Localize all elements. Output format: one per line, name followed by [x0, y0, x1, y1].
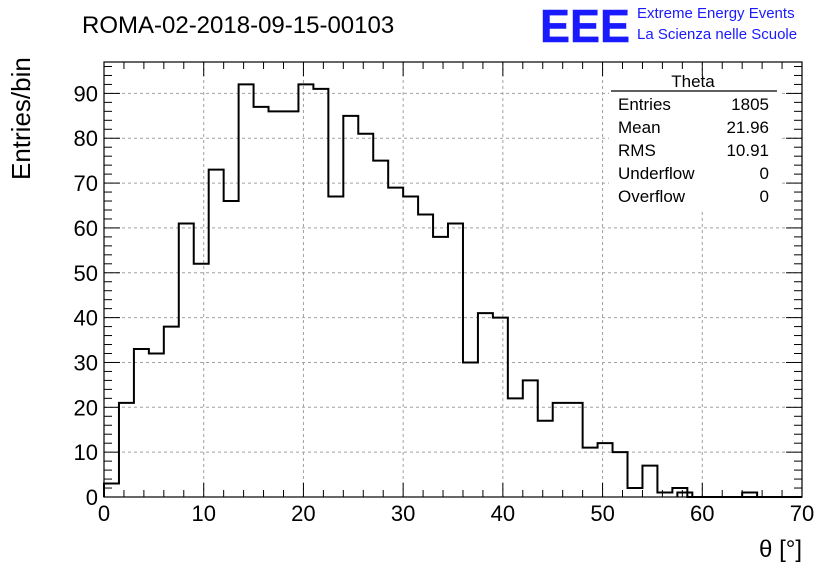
histogram-bin — [463, 362, 478, 497]
chart-title: ROMA-02-2018-09-15-00103 — [82, 12, 394, 39]
histogram-bin — [373, 161, 388, 497]
histogram-bin — [239, 84, 254, 497]
eee-logo: EEE Extreme Energy Events La Scienza nel… — [540, 0, 797, 52]
stats-value: 1805 — [731, 95, 769, 114]
histogram-bin — [313, 89, 328, 497]
histogram-bin — [328, 197, 343, 497]
stats-value: 21.96 — [726, 118, 769, 137]
histogram-bin — [224, 201, 239, 497]
histogram-bin — [119, 403, 134, 497]
histogram-bin — [164, 327, 179, 497]
x-tick-label: 50 — [590, 501, 614, 526]
y-tick-label: 0 — [86, 485, 98, 510]
plot-frame — [103, 61, 803, 498]
histogram-bin — [298, 84, 313, 497]
y-tick-label: 60 — [74, 216, 98, 241]
histogram-bin — [568, 403, 583, 497]
histogram-bin — [104, 484, 119, 497]
stats-value: 0 — [760, 164, 769, 183]
y-tick-label: 50 — [74, 261, 98, 286]
y-tick-label: 20 — [74, 395, 98, 420]
histogram-bin — [283, 111, 298, 497]
histogram-bin — [613, 452, 628, 497]
y-tick-label: 10 — [74, 440, 98, 465]
axis-ticks — [103, 62, 803, 498]
histogram-bin — [657, 493, 672, 497]
histogram-bin — [418, 214, 433, 497]
eee-logo-line2: La Scienza nelle Scuole — [637, 26, 797, 43]
histogram-bin — [254, 107, 269, 497]
histogram-bin — [676, 491, 694, 497]
histogram-bin — [358, 134, 373, 497]
x-tick-label: 70 — [790, 501, 814, 526]
histogram-bin — [538, 421, 553, 497]
stats-label: Underflow — [618, 164, 695, 183]
histogram-outline — [103, 83, 802, 498]
histogram-bin — [448, 223, 463, 497]
histogram-bin — [553, 403, 568, 497]
y-tick-label: 70 — [74, 171, 98, 196]
x-tick-label: 20 — [291, 501, 315, 526]
x-tick-label: 60 — [690, 501, 714, 526]
y-tick-label: 80 — [74, 126, 98, 151]
stats-box: Theta Entries 1805 Mean 21.96 RMS 10.91 Underf… — [609, 72, 779, 210]
stats-value: 10.91 — [726, 141, 769, 160]
histogram-bin — [179, 223, 194, 497]
y-tick-label: 30 — [74, 350, 98, 375]
histogram-bin — [523, 380, 538, 497]
y-axis-label: Entries/bin — [6, 57, 36, 180]
histogram-bin — [403, 197, 418, 497]
tick-labels: 0 10 20 30 40 50 60 70 0 10 20 30 40 50 60 70 80 90 — [74, 81, 815, 526]
stats-label: Overflow — [618, 187, 686, 206]
x-tick-label: 10 — [191, 501, 215, 526]
histogram-bin — [388, 188, 403, 497]
histogram-bin — [508, 398, 523, 497]
x-tick-label: 0 — [98, 501, 110, 526]
stats-label: Entries — [618, 95, 671, 114]
eee-logo-line1: Extreme Energy Events — [637, 5, 795, 22]
eee-logo-mark: EEE — [540, 0, 630, 52]
stats-title: Theta — [671, 72, 715, 91]
histogram-bin — [642, 466, 657, 497]
histogram-bin — [598, 443, 613, 497]
histogram-bin — [269, 111, 284, 497]
histogram-bin — [478, 313, 493, 497]
histogram-bin — [628, 488, 643, 497]
histogram-bin — [149, 353, 164, 497]
x-tick-label: 40 — [491, 501, 515, 526]
histogram-bin — [433, 237, 448, 497]
x-axis-label: θ [°] — [759, 536, 802, 563]
y-tick-label: 90 — [74, 81, 98, 106]
histogram-bin — [493, 318, 508, 497]
stats-label: Mean — [618, 118, 661, 137]
histogram-bin — [194, 264, 209, 497]
stats-value: 0 — [760, 187, 769, 206]
histogram-bin — [134, 349, 149, 497]
histogram-bin — [583, 448, 598, 497]
stats-label: RMS — [618, 141, 656, 160]
histogram-bin — [209, 170, 224, 497]
y-tick-label: 40 — [74, 306, 98, 331]
x-tick-label: 30 — [391, 501, 415, 526]
histogram-bin — [343, 116, 358, 497]
